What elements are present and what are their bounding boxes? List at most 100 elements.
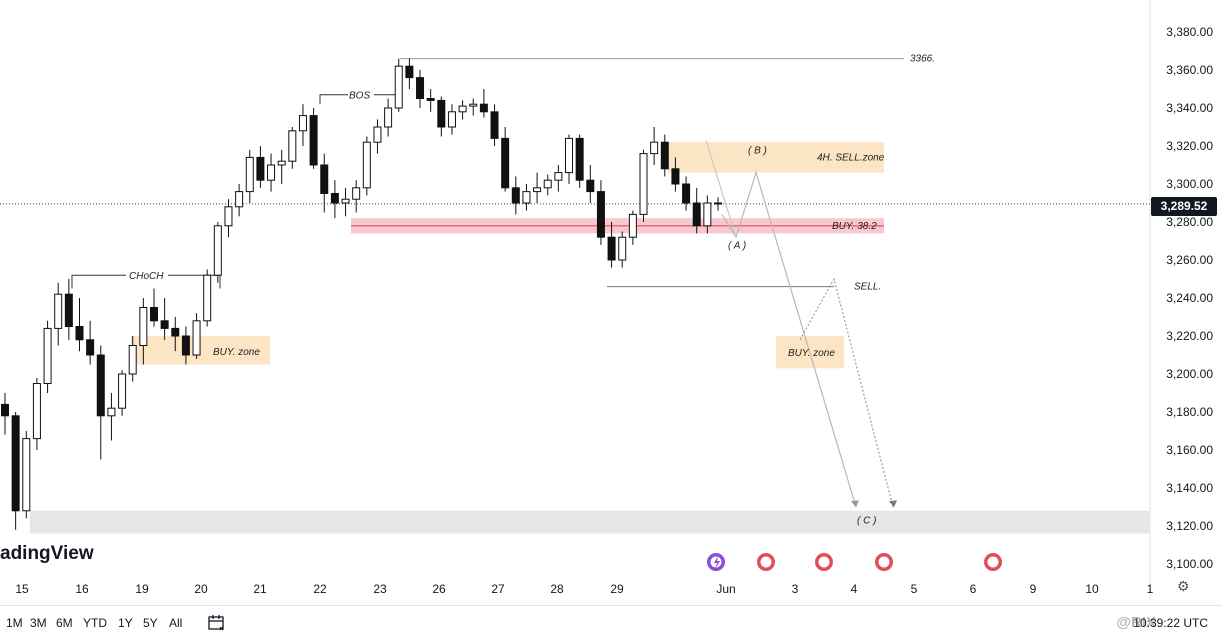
candle-body	[245, 156, 254, 193]
y-tick-label: 3,380.00	[1166, 25, 1213, 39]
candle-body	[298, 115, 307, 132]
label-bos: BOS	[349, 91, 370, 102]
range-5y-button[interactable]: 5Y	[143, 616, 158, 630]
candle-body	[128, 345, 137, 375]
candle-body	[11, 415, 20, 512]
candle-body	[118, 373, 127, 409]
target-zone-band	[30, 510, 1150, 534]
y-tick-label: 3,300.00	[1166, 177, 1213, 191]
range-all-button[interactable]: All	[169, 616, 183, 630]
candle-body	[490, 111, 499, 139]
candle-body	[54, 293, 63, 329]
candle-body	[458, 105, 467, 113]
candle-body	[650, 141, 659, 155]
candle-body	[405, 65, 414, 79]
candle-body	[522, 191, 531, 204]
candle-body	[32, 383, 41, 440]
candle-body	[660, 141, 669, 170]
candle-body	[447, 111, 456, 128]
y-tick-label: 3,120.00	[1166, 519, 1213, 533]
x-tick-label: 26	[432, 582, 446, 596]
candle-body	[416, 77, 425, 99]
candle-body	[501, 137, 510, 189]
candle-body	[288, 130, 297, 162]
candle-body	[373, 126, 382, 143]
watermark-text: @RIX	[1116, 614, 1156, 631]
candle-body	[596, 191, 605, 238]
candle-body	[554, 172, 563, 181]
label-buy-zone-right: BUY. zone	[788, 348, 835, 359]
calendar-icon[interactable]	[207, 613, 227, 633]
x-tick-label: Jun	[716, 582, 735, 596]
price-chart[interactable]: 3,100.00 3,120.00 3,140.00 3,160.00 3,180.00…	[0, 0, 1222, 600]
y-tick-label: 3,340.00	[1166, 101, 1213, 115]
candle-body	[43, 327, 52, 384]
y-tick-label: 3,180.00	[1166, 405, 1213, 419]
candle-body	[384, 107, 393, 128]
candle-body	[107, 407, 116, 417]
projection-path-lead	[705, 140, 737, 238]
choch-line	[71, 274, 126, 289]
candle-body	[565, 137, 574, 174]
candle-body	[671, 168, 680, 185]
y-tick-label: 3,220.00	[1166, 329, 1213, 343]
us-flag-event-icon-inner	[878, 556, 890, 568]
projection-path	[721, 170, 857, 508]
candle-body	[320, 164, 329, 194]
y-tick-label: 3,100.00	[1166, 557, 1213, 571]
candle-body	[1, 403, 9, 417]
candle-body	[192, 320, 201, 356]
x-tick-label: 21	[253, 582, 267, 596]
candle-body	[607, 236, 616, 261]
label-buy-zone-left: BUY. zone	[213, 347, 260, 358]
sell-zone-4h	[668, 142, 884, 173]
x-tick-label: 29	[610, 582, 624, 596]
candle-body	[75, 326, 84, 341]
label-3366: 3366.	[910, 54, 935, 65]
y-tick-label: 3,160.00	[1166, 443, 1213, 457]
x-tick-label: 23	[373, 582, 387, 596]
candle-body	[543, 179, 552, 189]
gear-icon[interactable]: ⚙	[1177, 578, 1190, 594]
label-wave-a: ( A )	[728, 241, 746, 252]
y-tick-label: 3,240.00	[1166, 291, 1213, 305]
candle-body	[362, 141, 371, 189]
us-flag-event-icon-inner	[760, 556, 772, 568]
x-tick-label: 20	[194, 582, 208, 596]
y-tick-label: 3,140.00	[1166, 481, 1213, 495]
candle-body	[533, 187, 542, 193]
chart-area[interactable]: 3,100.00 3,120.00 3,140.00 3,160.00 3,180.00…	[0, 0, 1222, 600]
candle-body	[692, 202, 701, 227]
x-tick-label: 3	[792, 582, 799, 596]
bottom-toolbar: 1M 3M 6M YTD 1Y 5Y All @RIX 10:39:22 UTC	[0, 605, 1222, 641]
x-tick-label: 28	[550, 582, 564, 596]
label-choch: CHoCH	[129, 271, 164, 282]
bos-line	[319, 94, 348, 105]
label-buy-38: BUY. 38.2	[832, 221, 877, 232]
candle-body	[341, 198, 350, 204]
candle-body	[479, 103, 488, 113]
range-1m-button[interactable]: 1M	[6, 616, 23, 630]
candle-body	[160, 320, 169, 329]
x-tick-label: 19	[135, 582, 149, 596]
label-wave-b: ( B )	[748, 146, 767, 157]
arrow-head-icon	[889, 500, 897, 508]
range-6m-button[interactable]: 6M	[56, 616, 73, 630]
candle-body	[426, 98, 435, 101]
range-ytd-button[interactable]: YTD	[83, 616, 107, 630]
range-1y-button[interactable]: 1Y	[118, 616, 133, 630]
x-tick-label: 15	[15, 582, 29, 596]
arrow-head-icon	[851, 500, 859, 508]
x-tick-label: 22	[313, 582, 327, 596]
candle-body	[628, 213, 637, 238]
label-sell: SELL.	[854, 282, 881, 293]
x-tick-label: 1	[1147, 582, 1154, 596]
current-price-badge: 3,289.52	[1151, 197, 1217, 216]
candle-body	[181, 335, 190, 356]
x-tick-label: 27	[491, 582, 505, 596]
candle-body	[267, 164, 276, 181]
candle-body	[703, 202, 712, 227]
range-3m-button[interactable]: 3M	[30, 616, 47, 630]
candle-body	[86, 339, 95, 356]
candle-body	[586, 179, 595, 193]
